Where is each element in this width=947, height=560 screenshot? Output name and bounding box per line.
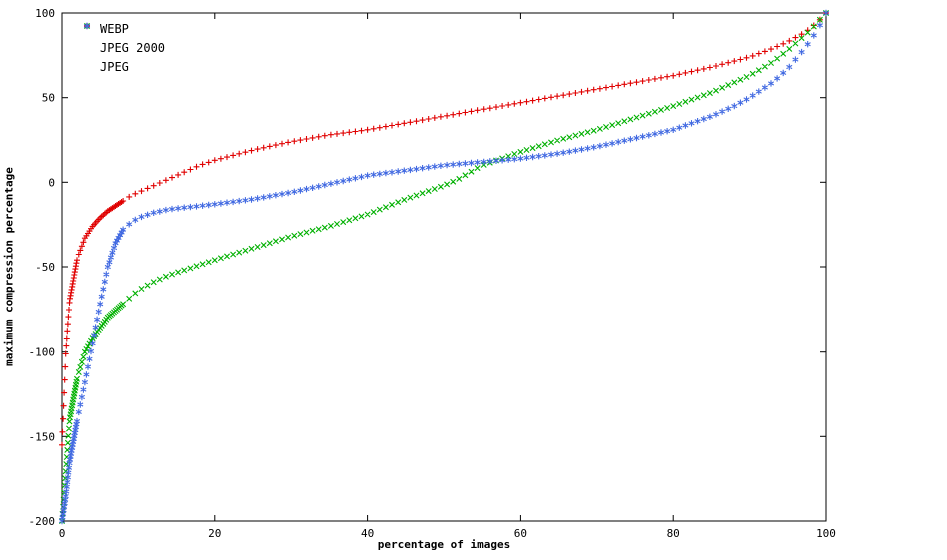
y-tick-label: 100 [35,7,55,20]
y-tick-label: 0 [48,176,55,189]
y-tick-label: -50 [35,261,55,274]
y-axis-title: maximum compression percentage [2,167,16,366]
legend-label-jpeg2000: JPEG 2000 [100,40,166,55]
legend-label-webp: WEBP [100,21,129,36]
x-tick-label: 80 [667,527,680,540]
x-tick-label: 20 [208,527,221,540]
x-tick-label: 0 [59,527,66,540]
series-webp-points [59,10,829,448]
x-tick-label: 60 [514,527,527,540]
y-tick-label: -200 [29,515,56,528]
plot-border [61,12,827,522]
series-jpeg-points [58,9,830,525]
x-tick-label: 100 [816,527,836,540]
legend-label-jpeg: JPEG [100,59,129,74]
x-tick-label: 40 [361,527,374,540]
legend: WEBP JPEG 2000 JPEG [80,19,165,76]
jpeg2000-cross-marker-icon [80,22,94,55]
legend-item-jpeg: JPEG [80,22,165,76]
series-jpeg-2000-points [59,10,829,524]
y-tick-label: -100 [29,346,56,359]
y-tick-label: 50 [42,92,55,105]
y-tick-label: -150 [29,430,56,443]
legend-item-jpeg2000: JPEG 2000 [80,22,166,57]
jpeg-asterisk-marker-icon [80,22,94,74]
x-axis-title: percentage of images [377,538,511,551]
